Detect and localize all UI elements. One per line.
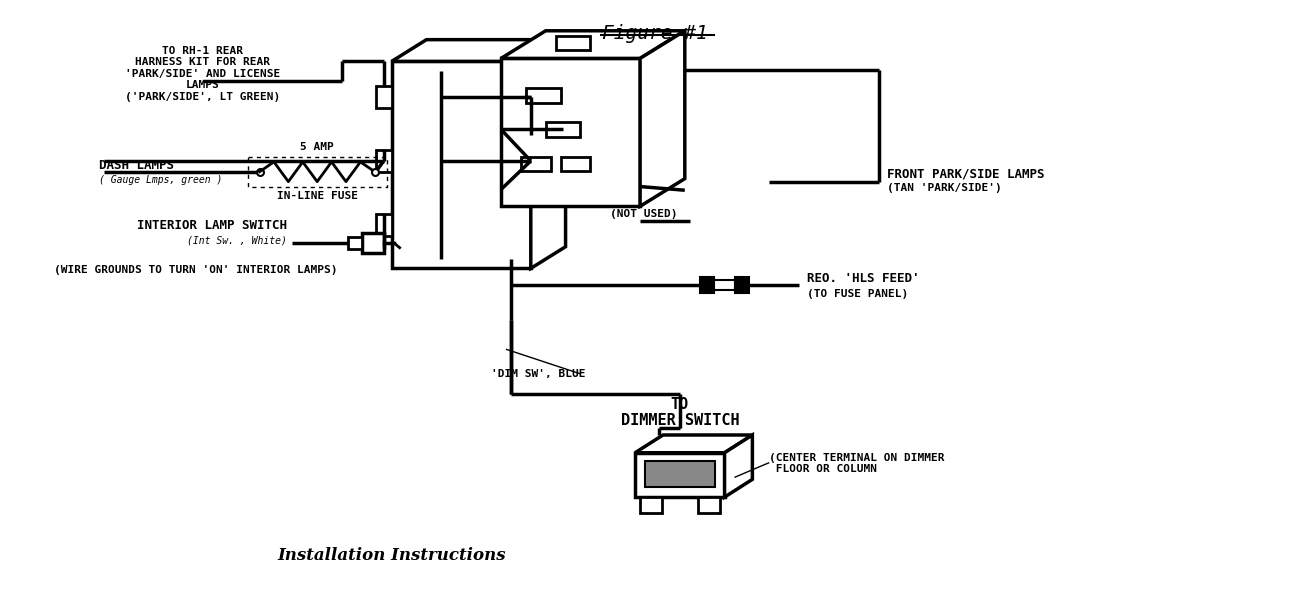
- Text: TO: TO: [671, 396, 689, 412]
- Text: 'DIM SW', BLUE: 'DIM SW', BLUE: [491, 369, 586, 379]
- Bar: [348, 237, 362, 248]
- Text: IN-LINE FUSE: IN-LINE FUSE: [276, 192, 358, 201]
- Bar: [376, 86, 392, 108]
- Text: FRONT PARK/SIDE LAMPS: FRONT PARK/SIDE LAMPS: [887, 167, 1044, 180]
- Bar: [376, 214, 392, 236]
- Bar: [521, 157, 550, 171]
- Bar: [362, 233, 384, 253]
- Bar: [376, 150, 392, 172]
- Text: Figure #1: Figure #1: [603, 24, 707, 43]
- Bar: [698, 497, 719, 513]
- Text: (NOT USED): (NOT USED): [610, 209, 677, 219]
- Text: DASH LAMPS: DASH LAMPS: [98, 159, 173, 172]
- Text: (WIRE GROUNDS TO TURN 'ON' INTERIOR LAMPS): (WIRE GROUNDS TO TURN 'ON' INTERIOR LAMP…: [54, 266, 338, 276]
- Bar: [546, 123, 580, 137]
- Text: ( Gauge Lmps, green ): ( Gauge Lmps, green ): [98, 175, 221, 185]
- Text: REO. 'HLS FEED': REO. 'HLS FEED': [807, 272, 920, 285]
- Bar: [500, 58, 641, 206]
- Bar: [714, 280, 735, 290]
- Text: TO RH-1 REAR
HARNESS KIT FOR REAR
'PARK/SIDE' AND LICENSE
LAMPS
('PARK/SIDE', LT: TO RH-1 REAR HARNESS KIT FOR REAR 'PARK/…: [126, 45, 280, 102]
- Text: INTERIOR LAMP SWITCH: INTERIOR LAMP SWITCH: [138, 219, 287, 232]
- Bar: [555, 36, 591, 50]
- Text: (Int Sw. , White): (Int Sw. , White): [187, 236, 287, 246]
- Text: DIMMER SWITCH: DIMMER SWITCH: [621, 414, 739, 428]
- Bar: [525, 88, 561, 103]
- Polygon shape: [531, 40, 566, 268]
- Polygon shape: [500, 31, 685, 58]
- Polygon shape: [635, 435, 752, 453]
- Bar: [645, 461, 715, 487]
- Polygon shape: [724, 435, 752, 497]
- Polygon shape: [392, 40, 566, 61]
- Bar: [641, 497, 662, 513]
- Polygon shape: [641, 31, 685, 206]
- Text: (TAN 'PARK/SIDE'): (TAN 'PARK/SIDE'): [887, 182, 1001, 192]
- Bar: [735, 277, 749, 293]
- Bar: [635, 453, 724, 497]
- Text: 5 AMP: 5 AMP: [300, 142, 334, 152]
- Bar: [561, 157, 591, 171]
- Text: (TO FUSE PANEL): (TO FUSE PANEL): [807, 289, 908, 299]
- Text: Installation Instructions: Installation Instructions: [278, 547, 506, 564]
- Bar: [392, 61, 531, 268]
- Bar: [700, 277, 714, 293]
- Text: (CENTER TERMINAL ON DIMMER
 FLOOR OR COLUMN: (CENTER TERMINAL ON DIMMER FLOOR OR COLU…: [769, 453, 945, 474]
